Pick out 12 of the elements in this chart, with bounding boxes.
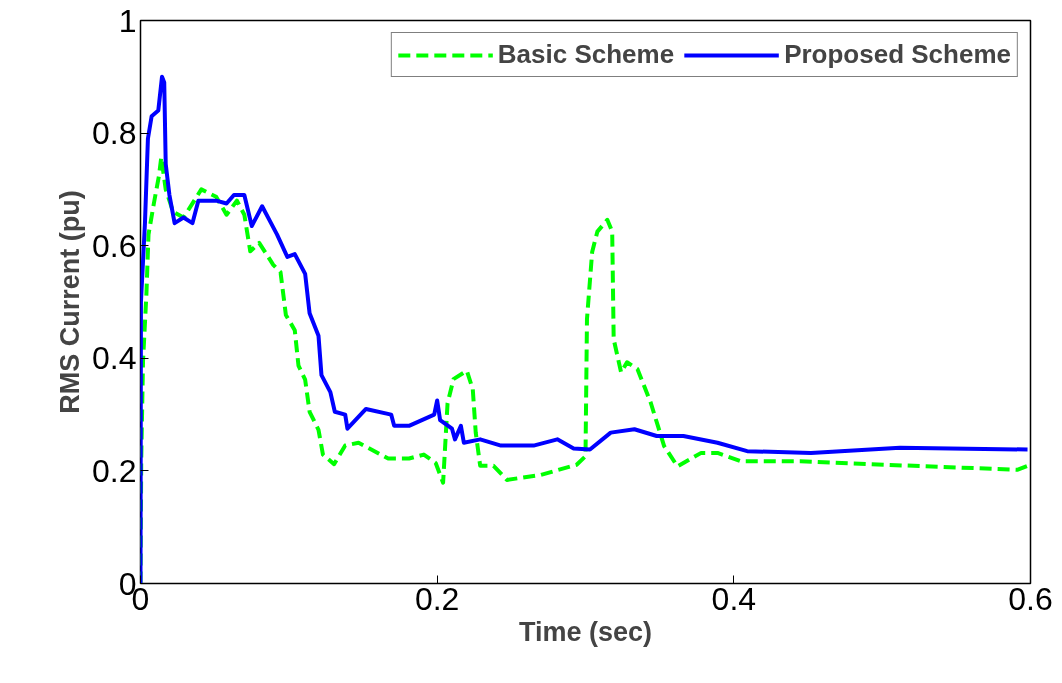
- y-tick-label: 0.2: [92, 452, 137, 489]
- y-tick-label: 1: [118, 2, 137, 39]
- y-tick-label: 0.4: [92, 340, 137, 377]
- y-axis-title: RMS Current (pu): [55, 190, 86, 414]
- legend-label: Proposed Scheme: [784, 39, 1011, 70]
- legend-label: Basic Scheme: [497, 39, 675, 70]
- x-tick-label: 0.6: [1008, 580, 1053, 617]
- x-tick-label: 0.2: [414, 580, 460, 617]
- x-tick-label: 0.4: [711, 580, 757, 617]
- y-tick-label: 0.6: [92, 227, 137, 264]
- y-tick-label: 0.8: [92, 115, 137, 152]
- x-axis-title: Time (sec): [518, 616, 653, 647]
